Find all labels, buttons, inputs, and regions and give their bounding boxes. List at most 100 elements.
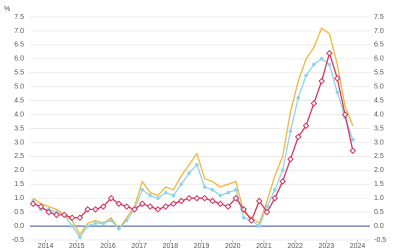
x-tick-label: 2020 (225, 243, 241, 250)
point (138, 200, 146, 208)
point (312, 62, 316, 67)
y2-tick-label: 4.0 (374, 111, 384, 118)
point (170, 200, 177, 208)
point (327, 62, 332, 67)
point (185, 194, 193, 202)
point (302, 122, 310, 130)
point (78, 235, 82, 240)
point (109, 218, 113, 223)
point (304, 73, 308, 78)
point (179, 182, 184, 187)
point (92, 206, 99, 213)
x-tick-label: 2021 (256, 243, 272, 250)
point (177, 197, 185, 205)
point (224, 203, 232, 210)
point (263, 208, 271, 216)
y-tick-label: 0.5 (14, 209, 24, 216)
point (115, 200, 123, 208)
point (93, 221, 98, 226)
point (296, 96, 301, 100)
point (85, 224, 90, 228)
y2-tick-label: 6.0 (374, 56, 384, 63)
y-tick-label: 3.5 (14, 125, 24, 132)
point (248, 217, 255, 224)
point (162, 203, 169, 210)
y-tick-label: 6.5 (14, 42, 24, 49)
point (99, 203, 107, 210)
point (45, 208, 53, 216)
y2-tick-label: 6.5 (374, 42, 384, 49)
point (101, 221, 106, 226)
point (154, 206, 162, 213)
point (187, 171, 191, 175)
point (53, 211, 60, 219)
y2-tick-label: 1.0 (374, 195, 384, 202)
point (232, 194, 240, 202)
point (280, 168, 285, 173)
y-tick-label: 2.5 (14, 153, 24, 160)
point (294, 133, 302, 141)
y-tick-label: 0.0 (14, 223, 24, 230)
point (61, 211, 68, 219)
series-line (32, 58, 354, 238)
point (319, 57, 324, 61)
y-tick-label: 4.5 (14, 97, 24, 104)
x-tick-label: 2023 (319, 243, 335, 250)
y2-tick-label: 0.5 (374, 209, 384, 216)
point (318, 77, 325, 85)
y2-tick-label: 0.0 (374, 223, 384, 230)
point (107, 194, 115, 202)
point (234, 188, 238, 192)
point (310, 100, 318, 107)
y2-tick-label: 3.0 (374, 139, 384, 146)
point (349, 147, 357, 155)
point (37, 203, 45, 210)
point (140, 188, 145, 192)
point (156, 196, 160, 200)
point (326, 49, 333, 57)
point (131, 206, 138, 213)
point (341, 111, 349, 118)
y-tick-label: 1.0 (14, 195, 24, 202)
y-tick-label: 2.0 (14, 167, 24, 174)
point (171, 193, 176, 198)
point (84, 206, 92, 213)
y-unit: % (4, 6, 10, 13)
point (351, 137, 355, 142)
point (163, 190, 168, 195)
point (70, 224, 74, 228)
point (195, 162, 199, 167)
y2-tick-label: 7.0 (374, 28, 384, 35)
y2-tick-label: 2.5 (374, 153, 384, 160)
point (288, 129, 293, 134)
y2-tick-label: 7.5 (374, 14, 384, 21)
y2-tick-label: 3.5 (374, 125, 384, 132)
y-tick-label: 1.5 (14, 181, 24, 188)
point (209, 197, 216, 205)
x-tick-label: 2015 (69, 243, 85, 250)
y-tick-label: 6.0 (14, 56, 24, 63)
y-tick-label: 4.0 (14, 111, 24, 118)
x-tick-label: 2024 (350, 243, 366, 250)
y2-tick-label: 2.0 (374, 167, 384, 174)
point (226, 190, 230, 195)
point (240, 206, 247, 213)
point (279, 178, 286, 185)
point (257, 224, 262, 228)
y2-tick-label: 5.0 (374, 84, 384, 91)
y-tick-label: -0.5 (12, 237, 24, 244)
point (210, 188, 215, 192)
point (193, 194, 201, 202)
point (265, 204, 269, 209)
x-tick-label: 2016 (100, 243, 116, 250)
y-tick-label: 5.5 (14, 70, 24, 77)
y-tick-label: 3.0 (14, 139, 24, 146)
point (335, 90, 340, 95)
point (273, 188, 277, 192)
point (123, 203, 131, 210)
y-tick-label: 7.5 (14, 14, 24, 21)
point (202, 185, 207, 189)
y2-tick-label: -0.5 (374, 237, 386, 244)
y-tick-label: 7.0 (14, 28, 24, 35)
